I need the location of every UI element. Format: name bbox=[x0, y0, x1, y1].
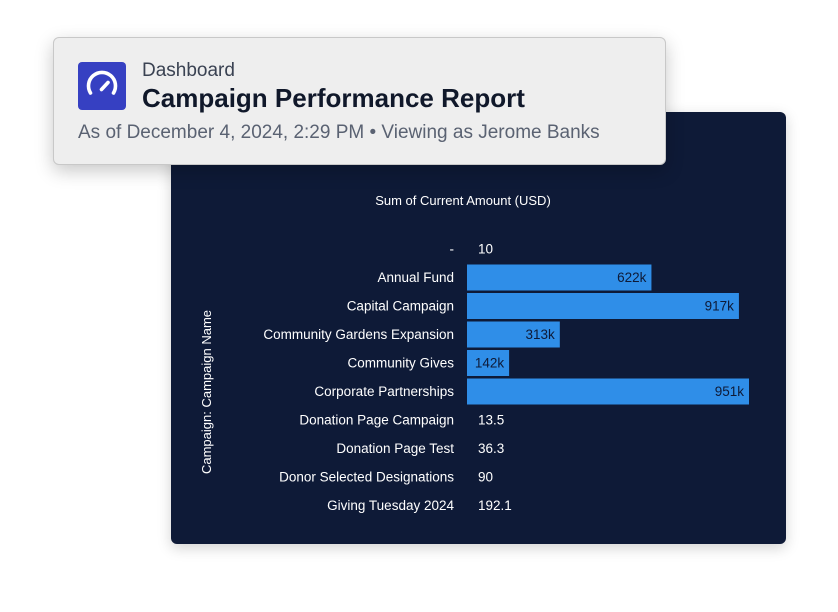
bar-capital-campaign[interactable] bbox=[467, 293, 739, 319]
report-header-card: Dashboard Campaign Performance Report As… bbox=[53, 37, 666, 165]
value-label-capital-campaign: 917k bbox=[705, 299, 735, 314]
bar-community-gives[interactable] bbox=[467, 350, 510, 376]
chart-title: Sum of Current Amount (USD) bbox=[375, 193, 551, 208]
category-label-giving-tuesday-2024: Giving Tuesday 2024 bbox=[327, 498, 454, 513]
category-label-donation-page-campaign: Donation Page Campaign bbox=[299, 413, 454, 428]
category-label-corporate-partnerships: Corporate Partnerships bbox=[314, 384, 454, 399]
report-meta: As of December 4, 2024, 2:29 PM • Viewin… bbox=[78, 122, 600, 143]
category-label-donor-selected-designations: Donor Selected Designations bbox=[279, 470, 454, 485]
chart-panel: Sum of Current Amount (USD) Campaign: Ca… bbox=[171, 112, 786, 544]
speedometer-icon bbox=[78, 62, 126, 110]
category-label-donation-page-test: Donation Page Test bbox=[336, 441, 454, 456]
category-label-community-gardens-expansion: Community Gardens Expansion bbox=[263, 327, 454, 342]
chart-marks: - 10 Annual Fund 622k Capital Campaign 917k Co… bbox=[263, 242, 749, 513]
value-label-corporate-partnerships: 951k bbox=[715, 384, 745, 399]
value-label-dash: 10 bbox=[478, 242, 493, 257]
value-label-community-gives: 142k bbox=[475, 356, 505, 371]
value-label-giving-tuesday-2024: 192.1 bbox=[478, 498, 512, 513]
value-label-community-gardens-expansion: 313k bbox=[526, 327, 556, 342]
category-label-community-gives: Community Gives bbox=[347, 356, 454, 371]
bar-chart: Sum of Current Amount (USD) Campaign: Ca… bbox=[199, 193, 749, 513]
value-label-annual-fund: 622k bbox=[617, 270, 647, 285]
bar-corporate-partnerships[interactable] bbox=[467, 378, 749, 405]
dashboard-label: Dashboard bbox=[142, 60, 235, 81]
value-label-donation-page-campaign: 13.5 bbox=[478, 413, 504, 428]
category-label-annual-fund: Annual Fund bbox=[377, 270, 454, 285]
report-title: Campaign Performance Report bbox=[142, 83, 525, 113]
y-axis-label: Campaign: Campaign Name bbox=[199, 310, 214, 474]
category-label-dash: - bbox=[450, 242, 455, 257]
value-label-donor-selected-designations: 90 bbox=[478, 470, 493, 485]
bar-community-gardens-expansion[interactable] bbox=[467, 321, 560, 348]
category-label-capital-campaign: Capital Campaign bbox=[347, 299, 454, 314]
bar-annual-fund[interactable] bbox=[467, 264, 652, 291]
value-label-donation-page-test: 36.3 bbox=[478, 441, 504, 456]
